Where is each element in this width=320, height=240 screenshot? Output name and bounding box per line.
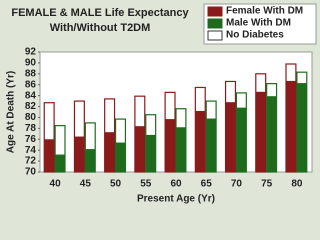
x-tick-label: 40 [50,179,62,190]
y-axis-title: Age At Death (Yr) [6,71,17,153]
bar-with-dm [115,142,126,172]
y-tick-label: 88 [25,68,37,79]
legend-label: Male With DM [226,18,291,29]
legend-swatch [207,30,223,41]
chart-title: With/Without T2DM [50,22,151,34]
x-tick-label: 75 [261,179,273,190]
bar-with-dm [44,139,55,172]
y-tick-label: 70 [25,167,37,178]
legend-box [203,3,317,45]
y-tick-label: 92 [25,47,37,58]
x-tick-label: 65 [201,179,213,190]
bar-with-dm [206,118,217,172]
bar-with-dm [145,134,156,172]
bar-with-dm [225,102,236,172]
bar-with-dm [165,119,175,172]
y-tick-label: 80 [25,112,37,123]
bar-with-dm [176,127,186,172]
bar-with-dm [266,96,277,172]
bar-with-dm [104,132,115,172]
bar-with-dm [296,83,307,172]
bar-with-dm [85,149,96,172]
legend-label: Female With DM [226,6,303,17]
bar-with-dm [286,80,296,172]
legend-label: No Diabetes [226,30,284,41]
y-tick-label: 82 [25,101,37,112]
y-tick-label: 86 [25,79,37,90]
x-axis-title: Present Age (Yr) [137,194,215,205]
y-tick-label: 78 [25,123,37,134]
bar-with-dm [134,126,145,172]
y-tick-label: 76 [25,134,37,145]
bar-with-dm [74,136,85,172]
bar-with-dm [255,91,266,172]
y-tick-label: 74 [25,145,37,156]
x-tick-label: 55 [140,179,152,190]
chart-title: FEMALE & MALE Life Expectancy [11,7,189,19]
legend-swatch [207,18,223,29]
chart: FEMALE & MALE Life Expectancy With/Witho… [6,3,317,205]
legend-swatch [207,6,223,17]
x-tick-label: 45 [80,179,92,190]
y-tick-label: 84 [25,90,37,101]
bar-with-dm [55,154,65,172]
x-tick-label: 60 [170,179,182,190]
x-tick-label: 50 [110,179,122,190]
bar-with-dm [236,107,247,172]
bar-with-dm [195,110,206,172]
x-tick-label: 70 [231,179,243,190]
x-tick-label: 80 [291,179,303,190]
y-tick-label: 72 [25,156,37,167]
y-tick-label: 90 [25,58,37,69]
